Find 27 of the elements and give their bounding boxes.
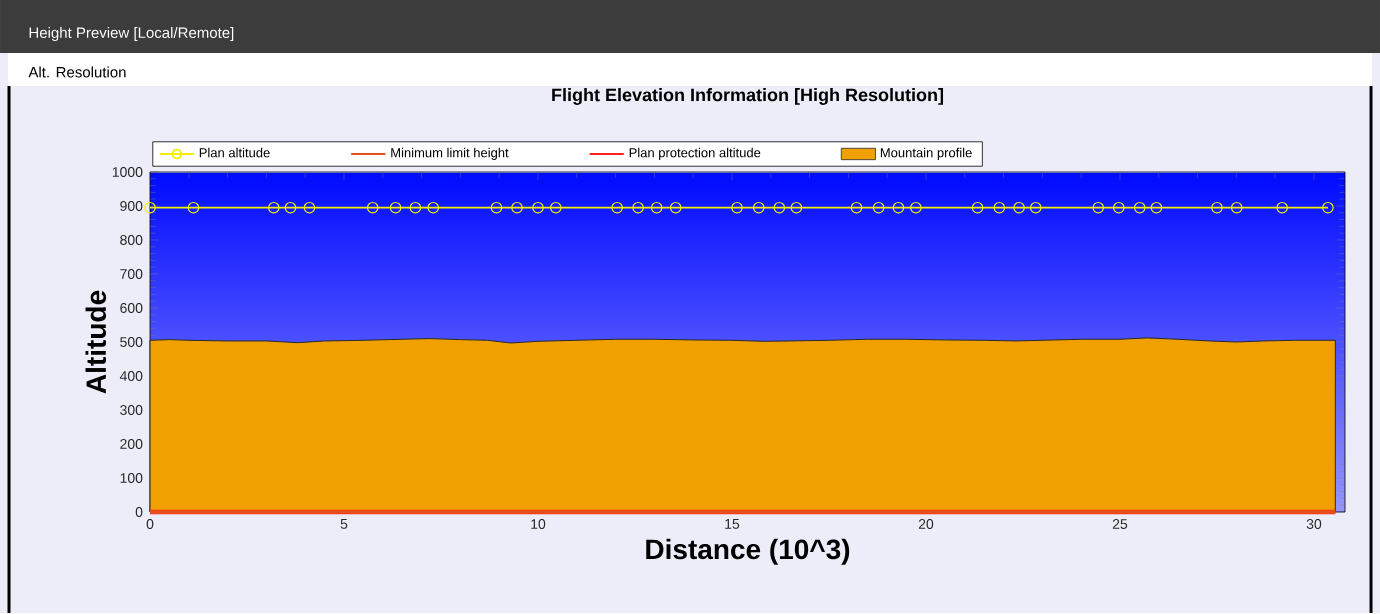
y-tick-label: 700 bbox=[120, 268, 143, 279]
text: Alt. Resolution bbox=[28, 66, 126, 78]
x-tick-label: 15 bbox=[725, 518, 740, 529]
x-tick-label: 10 bbox=[531, 518, 546, 529]
legend-label: Plan altitude bbox=[199, 147, 270, 158]
chart-title: Flight Elevation Information [High Resolution] bbox=[552, 87, 944, 105]
y-tick-label: 1000 bbox=[112, 166, 143, 177]
x-tick-label: 0 bbox=[146, 518, 154, 529]
y-tick-label: 600 bbox=[120, 302, 143, 313]
x-tick-label: 30 bbox=[1306, 518, 1322, 529]
y-tick-label: 0 bbox=[135, 506, 143, 517]
x-axis-title: Distance (10^3) bbox=[646, 538, 850, 565]
x-tick-label: 20 bbox=[918, 518, 934, 529]
text: Height Preview [Local/Remote] bbox=[29, 26, 234, 41]
y-tick-label: 800 bbox=[120, 234, 143, 245]
y-tick-label: 300 bbox=[120, 404, 143, 415]
y-tick-label: 500 bbox=[120, 336, 143, 347]
legend-label: Minimum limit height bbox=[391, 147, 509, 160]
y-tick-label: 900 bbox=[120, 200, 143, 211]
y-tick-label: 400 bbox=[119, 370, 143, 381]
legend-label: Mountain profile bbox=[880, 147, 972, 160]
legend-label: Plan protection altitude bbox=[629, 147, 761, 160]
y-tick-label: 100 bbox=[120, 472, 143, 483]
x-tick-label: 25 bbox=[1112, 518, 1128, 529]
y-tick-label: 200 bbox=[120, 438, 143, 449]
x-tick-label: 5 bbox=[340, 518, 348, 529]
y-axis-title: Altitude bbox=[85, 290, 107, 394]
